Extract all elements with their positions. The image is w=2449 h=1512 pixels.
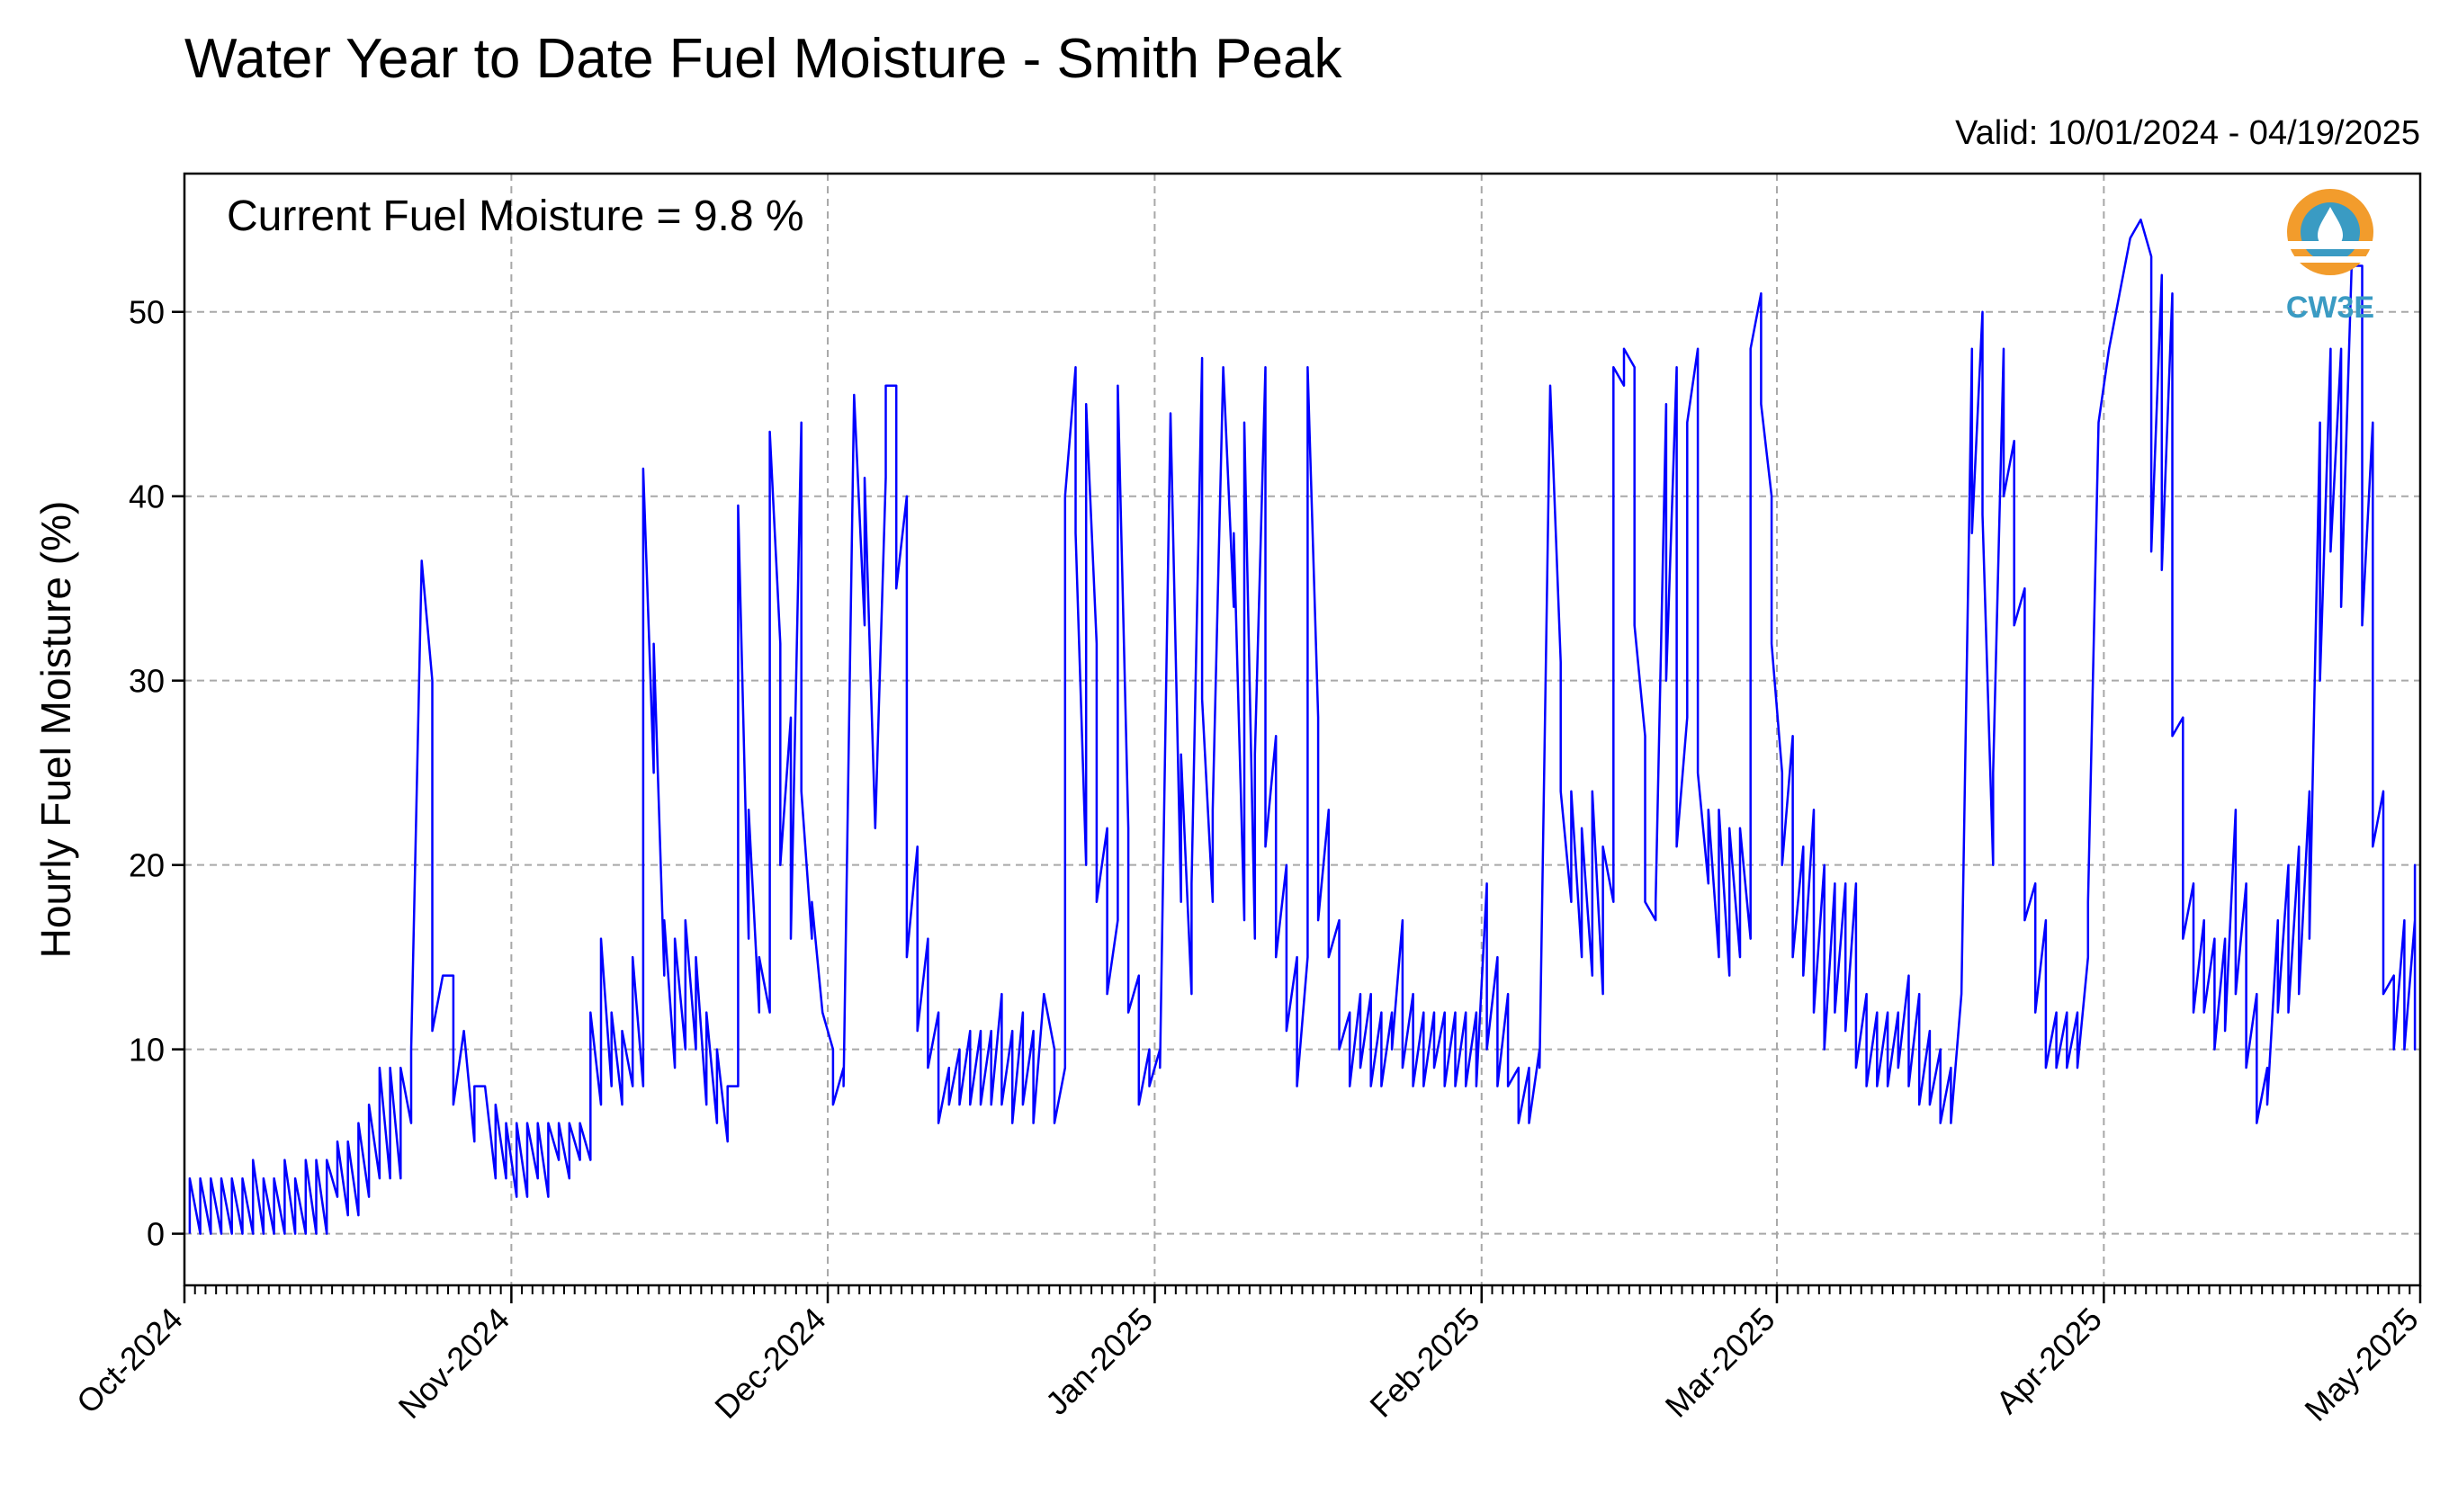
fuel-moisture-series-line — [188, 218, 2417, 1235]
logo-text: CW3E — [2286, 291, 2374, 325]
series-layer — [188, 218, 2417, 1235]
y-axis-label: Hourly Fuel Moisture (%) — [32, 501, 79, 959]
logo-band-2 — [2285, 256, 2375, 263]
water-drop-icon — [2318, 207, 2343, 248]
chart-title: Water Year to Date Fuel Moisture - Smith… — [184, 28, 1342, 90]
y-tick-label: 0 — [147, 1216, 165, 1253]
y-tick-label: 10 — [129, 1032, 165, 1069]
current-moisture-annotation: Current Fuel Moisture = 9.8 % — [227, 192, 804, 240]
y-tick-label: 40 — [129, 479, 165, 515]
y-tick-label: 20 — [129, 847, 165, 884]
y-tick-label: 50 — [129, 294, 165, 331]
gridlines — [184, 174, 2420, 1285]
valid-date-range: Valid: 10/01/2024 - 04/19/2025 — [1955, 114, 2420, 152]
y-tick-label: 30 — [129, 663, 165, 700]
cw3e-logo: CW3E — [2285, 189, 2375, 325]
